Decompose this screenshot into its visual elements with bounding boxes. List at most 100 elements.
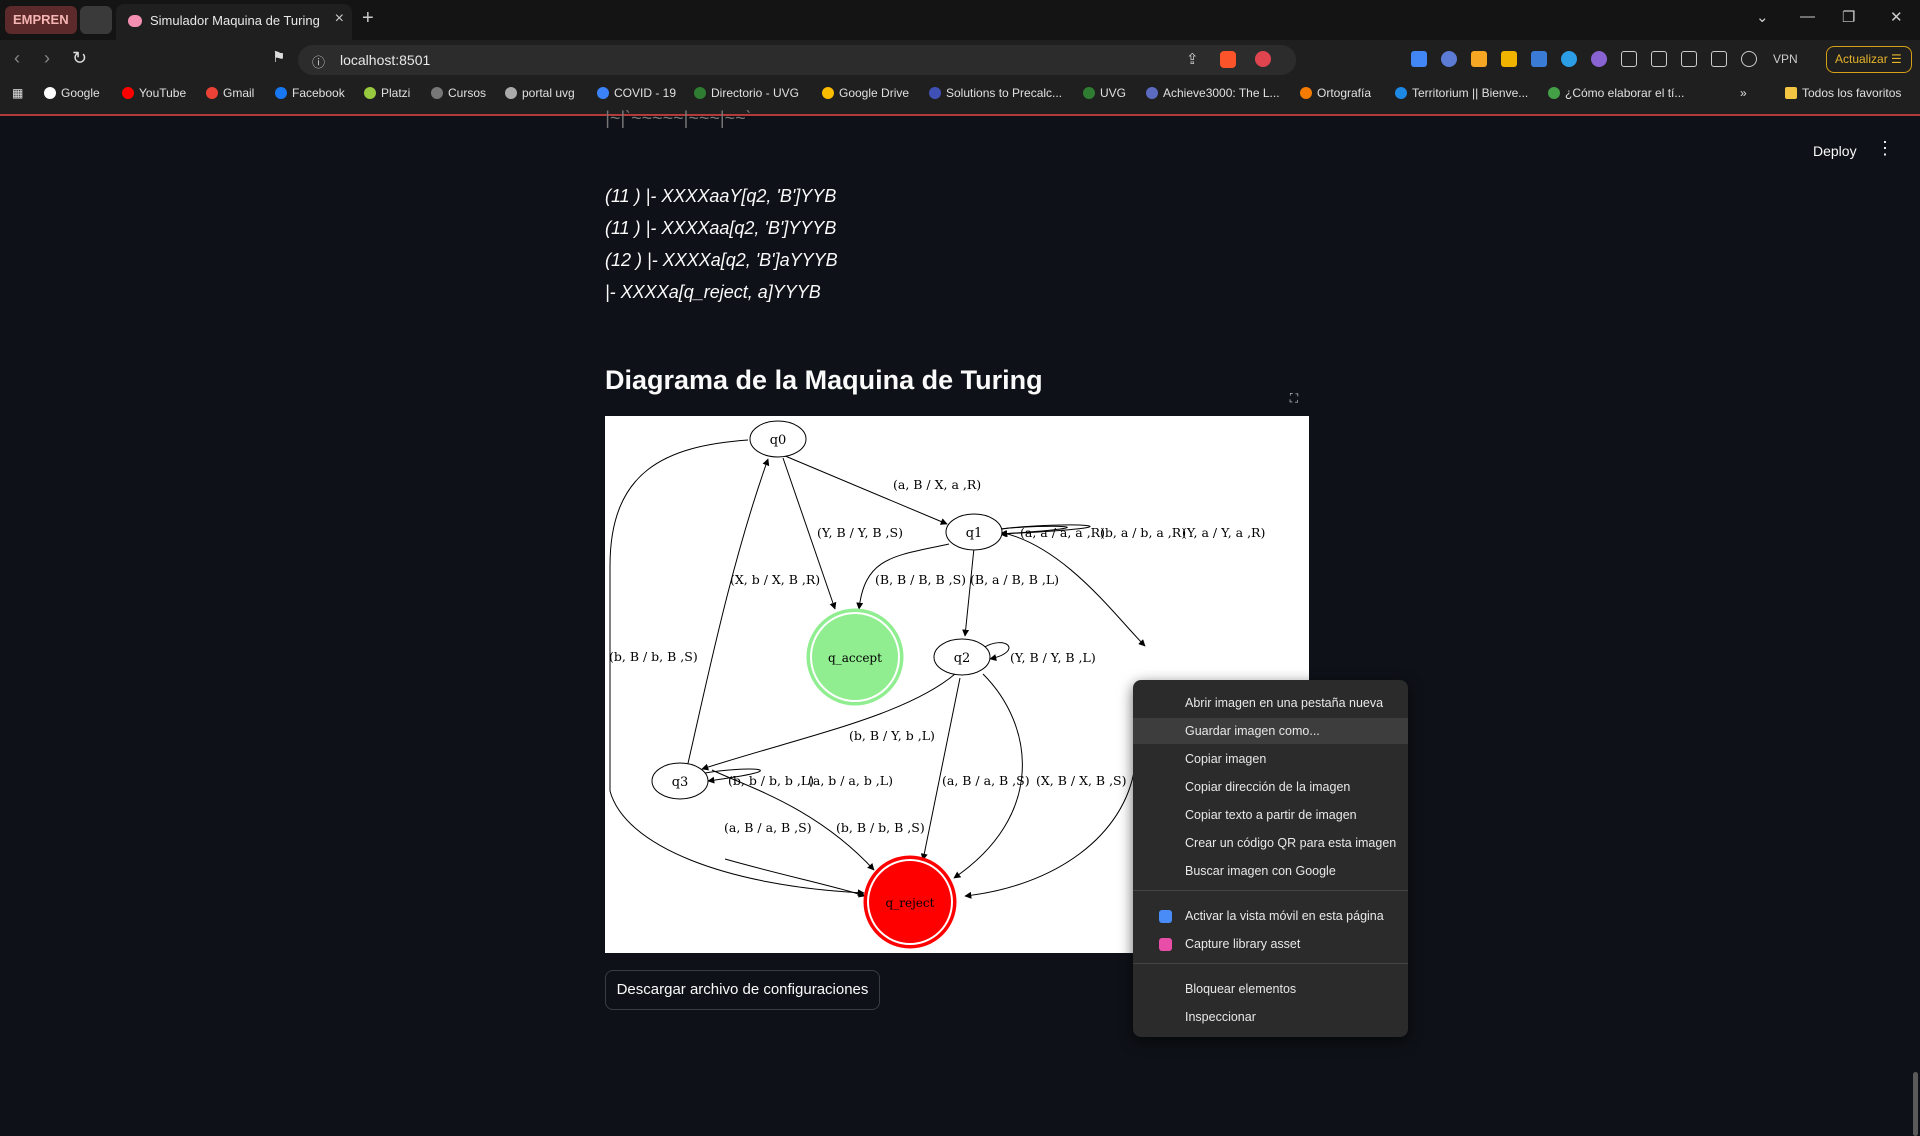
translate-icon[interactable] — [1411, 51, 1427, 67]
globe-icon[interactable] — [1561, 51, 1577, 67]
bookmark-drive[interactable]: Google Drive — [822, 86, 909, 100]
share-icon[interactable]: ⇪ — [1186, 51, 1199, 68]
menu-item-block-elements[interactable]: Bloquear elementos — [1133, 976, 1408, 1002]
folder-icon — [1785, 87, 1797, 99]
diagram-svg: q0 q1 q2 q3 q_accept q_reject (a, B / X,… — [609, 420, 1265, 949]
bookmark-platzi[interactable]: Platzi — [364, 86, 410, 100]
bookmark-label: Achieve3000: The L... — [1163, 86, 1280, 100]
more-bookmarks-icon[interactable]: » — [1740, 86, 1747, 100]
edge — [777, 452, 948, 525]
brave-shield-icon[interactable] — [1220, 51, 1236, 68]
transition-label: (X, b / X, B ,R) — [730, 572, 820, 587]
tab-group-chip[interactable]: EMPREN — [5, 6, 77, 34]
new-tab-icon[interactable]: + — [362, 7, 374, 29]
bookmarks-bar: ▦ Google YouTube Gmail Facebook Platzi C… — [0, 82, 1920, 108]
bookmark-uvg[interactable]: UVG — [1083, 86, 1126, 100]
google-icon — [44, 87, 56, 99]
download-configurations-button[interactable]: Descargar archivo de configuraciones — [605, 970, 880, 1010]
transition-label: (a, B / a, B ,S) — [942, 773, 1030, 788]
bookmark-label: ¿Cómo elaborar el tí... — [1565, 86, 1685, 100]
main-menu-icon[interactable]: ⋮ — [1876, 138, 1894, 158]
menu-item-copy-image[interactable]: Copiar imagen — [1133, 746, 1408, 772]
state-label: q3 — [672, 775, 689, 790]
menu-item-search-image-google[interactable]: Buscar imagen con Google — [1133, 858, 1408, 884]
puzzle-icon[interactable] — [1621, 51, 1637, 67]
bookmark-portal-uvg[interactable]: portal uvg — [505, 86, 575, 100]
pen-icon[interactable] — [1471, 51, 1487, 67]
bookmark-facebook[interactable]: Facebook — [275, 86, 345, 100]
all-favorites-folder[interactable]: Todos los favoritos — [1785, 86, 1901, 100]
bookmark-como-elaborar[interactable]: ¿Cómo elaborar el tí... — [1548, 86, 1684, 100]
gmail-icon — [206, 87, 218, 99]
edge — [953, 673, 1023, 879]
uvg-icon — [694, 87, 706, 99]
close-window-icon[interactable]: ✕ — [1890, 9, 1903, 26]
site-info-icon[interactable]: ⓘ — [312, 55, 326, 70]
edge — [920, 677, 961, 861]
bookmark-gmail[interactable]: Gmail — [206, 86, 254, 100]
bookmark-label: portal uvg — [522, 86, 575, 100]
menu-item-label: Copiar imagen — [1185, 752, 1267, 766]
minimize-icon[interactable]: — — [1800, 8, 1815, 25]
menu-item-save-image-as[interactable]: Guardar imagen como... — [1133, 718, 1408, 744]
bookmark-google[interactable]: Google — [44, 86, 100, 100]
update-button[interactable]: Actualizar ☰ — [1826, 46, 1912, 73]
bookmark-cursos[interactable]: Cursos — [431, 86, 486, 100]
tab-active[interactable]: Simulador Maquina de Turing × — [116, 4, 352, 40]
bookmark-ortografia[interactable]: Ortografía — [1300, 86, 1371, 100]
update-label: Actualizar — [1835, 52, 1888, 66]
extension-icon[interactable] — [1441, 51, 1457, 67]
menu-item-copy-image-address[interactable]: Copiar dirección de la imagen — [1133, 774, 1408, 800]
edge — [999, 531, 1146, 647]
apps-icon[interactable]: ▦ — [12, 86, 24, 100]
deploy-button[interactable]: Deploy — [1813, 143, 1857, 159]
brave-rewards-icon[interactable] — [1255, 51, 1271, 67]
close-tab-icon[interactable]: × — [334, 10, 344, 27]
menu-item-open-image-new-tab[interactable]: Abrir imagen en una pestaña nueva — [1133, 690, 1408, 716]
bookmark-icon[interactable]: ⚑ — [272, 49, 286, 66]
restore-icon[interactable]: ❐ — [1842, 9, 1856, 26]
brain-icon — [128, 15, 142, 27]
menu-item-copy-text-from-image[interactable]: Copiar texto a partir de imagen — [1133, 802, 1408, 828]
bookmark-directorio[interactable]: Directorio - UVG — [694, 86, 799, 100]
scrollbar[interactable] — [1913, 1072, 1918, 1136]
bookmark-youtube[interactable]: YouTube — [122, 86, 186, 100]
menu-item-create-qr-code[interactable]: Crear un código QR para esta imagen — [1133, 830, 1408, 856]
menu-item-mobile-view[interactable]: Activar la vista móvil en esta página — [1133, 903, 1408, 929]
reload-icon[interactable]: ↻ — [72, 48, 88, 68]
transition-label: (b, b / b, b ,L) — [728, 773, 814, 788]
wallet-icon[interactable] — [1711, 51, 1727, 67]
vpn-button[interactable]: VPN — [1773, 52, 1798, 66]
forward-icon[interactable]: › — [44, 48, 50, 68]
context-menu: Abrir imagen en una pestaña nueva Guarda… — [1133, 680, 1408, 1037]
bookmark-covid[interactable]: COVID - 19 — [597, 86, 676, 100]
transition-label: (b, B / Y, b ,L) — [849, 728, 935, 743]
bookmark-achieve[interactable]: Achieve3000: The L... — [1146, 86, 1280, 100]
menu-item-capture-library-asset[interactable]: Capture library asset — [1133, 931, 1408, 957]
state-node — [945, 513, 1003, 551]
leo-icon[interactable] — [1741, 51, 1757, 67]
document-icon[interactable] — [1531, 51, 1547, 67]
bookmark-label: YouTube — [139, 86, 187, 100]
fullscreen-icon[interactable]: ⛶ — [1289, 391, 1299, 405]
tab-search-icon[interactable]: ⌄ — [1756, 9, 1769, 26]
address-bar[interactable]: ⓘ localhost:8501 ⇪ — [298, 45, 1296, 75]
state-label: q_accept — [828, 651, 882, 665]
bookmark-precalc[interactable]: Solutions to Precalc... — [929, 86, 1062, 100]
lock-icon[interactable] — [1501, 51, 1517, 67]
download-icon[interactable] — [1651, 51, 1667, 67]
back-icon[interactable]: ‹ — [14, 48, 20, 68]
pinned-tab[interactable] — [80, 6, 112, 34]
uvg-icon — [1083, 87, 1095, 99]
state-node — [933, 638, 991, 676]
menu-item-inspect[interactable]: Inspeccionar — [1133, 1004, 1408, 1030]
gear-icon[interactable] — [1591, 51, 1607, 67]
menu-item-label: Capture library asset — [1185, 937, 1301, 951]
sidebar-icon[interactable] — [1681, 51, 1697, 67]
transition-label: (b, B / b, B ,S) — [836, 820, 925, 835]
bookmark-label: Gmail — [223, 86, 255, 100]
bookmark-territorium[interactable]: Territorium || Bienve... — [1395, 86, 1528, 100]
menu-item-label: Inspeccionar — [1185, 1010, 1256, 1024]
bookmark-label: Google — [61, 86, 100, 100]
transition-label: (Y, B / Y, B ,S) — [817, 525, 903, 540]
